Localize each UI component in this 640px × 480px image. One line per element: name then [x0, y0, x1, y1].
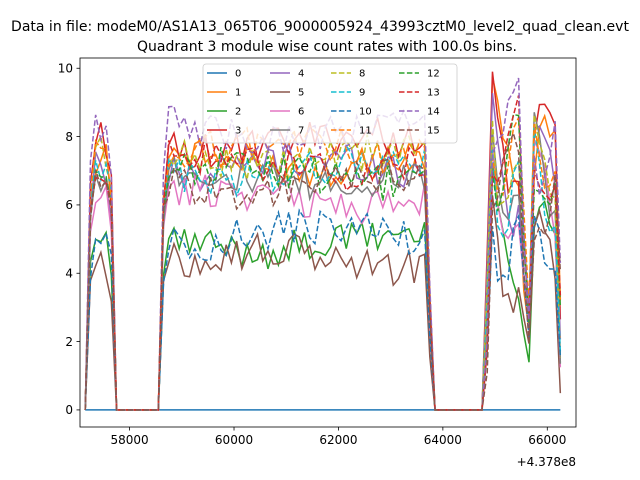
- legend-label-10: 10: [359, 107, 372, 118]
- legend-label-1: 1: [235, 88, 241, 99]
- legend-label-2: 2: [235, 107, 241, 118]
- x-axis-offset-label: +4.378e8: [517, 455, 576, 469]
- y-tick-label: 6: [65, 198, 73, 212]
- legend-label-6: 6: [298, 107, 304, 118]
- legend-label-4: 4: [298, 69, 304, 80]
- x-tick-label: 66000: [528, 433, 566, 447]
- y-tick-label: 8: [65, 130, 73, 144]
- x-tick-label: 64000: [424, 433, 462, 447]
- x-tick-label: 60000: [215, 433, 253, 447]
- series-layer: [84, 71, 562, 411]
- legend-label-7: 7: [298, 126, 304, 137]
- legend-box: [202, 63, 458, 144]
- y-tick-label: 10: [58, 61, 73, 75]
- legend-label-9: 9: [359, 88, 365, 99]
- axes-frame: [79, 57, 577, 428]
- legend-label-8: 8: [359, 69, 365, 80]
- series-line-10: [84, 208, 562, 411]
- chart-title: Quadrant 3 module wise count rates with …: [137, 39, 517, 55]
- legend-label-3: 3: [235, 126, 241, 137]
- series-line-15: [84, 130, 562, 411]
- legend-label-0: 0: [235, 69, 241, 80]
- y-tick-label: 2: [65, 335, 73, 349]
- legend-label-14: 14: [427, 107, 440, 118]
- legend-label-13: 13: [427, 88, 440, 99]
- y-tick-label: 4: [65, 266, 73, 280]
- y-tick-label: 0: [65, 403, 73, 417]
- legend-label-12: 12: [427, 69, 440, 80]
- legend-label-5: 5: [298, 88, 304, 99]
- legend-label-15: 15: [427, 126, 440, 137]
- chart-suptitle: Data in file: modeM0/AS1A13_065T06_90000…: [11, 19, 629, 35]
- legend-label-11: 11: [359, 126, 372, 137]
- x-tick-label: 62000: [319, 433, 357, 447]
- x-tick-label: 58000: [111, 433, 149, 447]
